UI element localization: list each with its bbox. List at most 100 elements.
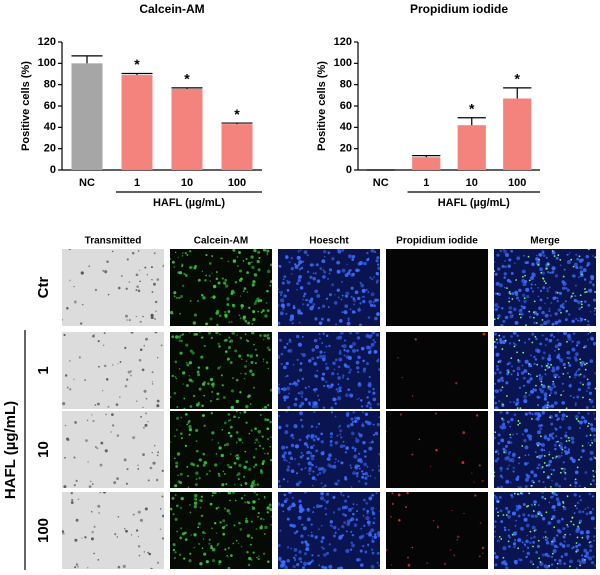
cell <box>549 391 553 395</box>
cell <box>135 529 139 532</box>
cell <box>501 427 504 430</box>
cell <box>156 404 160 408</box>
cell <box>495 508 497 511</box>
bar <box>221 124 253 170</box>
cell <box>471 472 473 474</box>
cell <box>269 523 272 526</box>
cell <box>529 377 533 381</box>
cell <box>290 273 293 275</box>
cell <box>286 546 290 549</box>
cell <box>530 283 533 286</box>
cell <box>518 456 521 459</box>
cell <box>496 457 500 461</box>
cell <box>579 373 582 376</box>
cell <box>575 253 578 256</box>
cell <box>582 375 586 378</box>
cell <box>124 528 126 530</box>
cell <box>589 544 593 548</box>
cell <box>535 312 539 316</box>
cell <box>345 355 350 360</box>
cell <box>250 429 253 432</box>
cell <box>270 459 272 462</box>
cell <box>533 362 536 366</box>
cell <box>295 288 298 291</box>
cell <box>565 415 568 418</box>
cell <box>577 387 582 392</box>
cell <box>311 476 316 480</box>
cell <box>539 267 543 272</box>
cell <box>247 563 251 567</box>
cell <box>541 334 544 337</box>
cell <box>239 269 242 273</box>
cell <box>188 378 192 382</box>
cell <box>197 278 201 282</box>
cell <box>264 497 266 499</box>
cell <box>321 546 323 548</box>
cell <box>62 402 66 406</box>
cell <box>66 438 70 442</box>
cell <box>90 537 94 541</box>
cell <box>546 437 551 441</box>
cell <box>266 346 270 350</box>
cell <box>534 451 537 454</box>
cell <box>185 343 189 347</box>
x-tick-label: 10 <box>466 177 478 189</box>
cell <box>286 558 291 563</box>
cell <box>587 333 590 335</box>
cell <box>328 453 332 458</box>
cell <box>243 377 246 380</box>
cell <box>291 322 294 325</box>
cell <box>321 493 324 496</box>
cell <box>227 492 231 495</box>
cell <box>254 427 257 431</box>
cell <box>252 280 256 284</box>
cell <box>211 391 214 393</box>
cell <box>77 498 80 501</box>
cell <box>241 441 244 444</box>
cell <box>172 548 176 552</box>
cell <box>499 485 504 488</box>
cell <box>218 314 222 318</box>
cell <box>537 286 539 289</box>
cell <box>573 355 578 360</box>
cell <box>540 448 544 452</box>
cell <box>331 372 335 376</box>
cell <box>186 423 188 426</box>
cell <box>102 389 104 392</box>
cell <box>494 345 497 349</box>
cell <box>565 287 568 290</box>
cell <box>391 502 395 506</box>
cell <box>161 495 164 498</box>
cell <box>283 458 287 462</box>
cell <box>350 286 354 290</box>
cell <box>143 426 145 429</box>
cell <box>244 450 247 453</box>
cell <box>100 441 104 445</box>
cell <box>303 292 307 296</box>
bar <box>503 98 532 170</box>
cell <box>503 272 508 276</box>
cell <box>435 449 438 452</box>
cell <box>320 432 324 436</box>
cell <box>499 388 503 392</box>
cell <box>555 435 558 438</box>
cell <box>310 523 313 526</box>
cell <box>534 418 537 421</box>
cell <box>494 530 497 533</box>
cell <box>255 354 259 357</box>
cell <box>543 564 548 568</box>
cell <box>322 275 326 279</box>
cell <box>370 334 373 337</box>
cell <box>295 445 298 448</box>
cell <box>407 563 411 567</box>
cell <box>142 315 144 318</box>
cell <box>297 515 302 520</box>
cell <box>561 417 565 421</box>
cell <box>266 511 269 514</box>
cell <box>541 466 544 468</box>
cell <box>357 464 360 468</box>
cell <box>594 256 596 259</box>
cell <box>588 492 592 496</box>
cell <box>312 438 316 442</box>
cell <box>211 527 213 530</box>
